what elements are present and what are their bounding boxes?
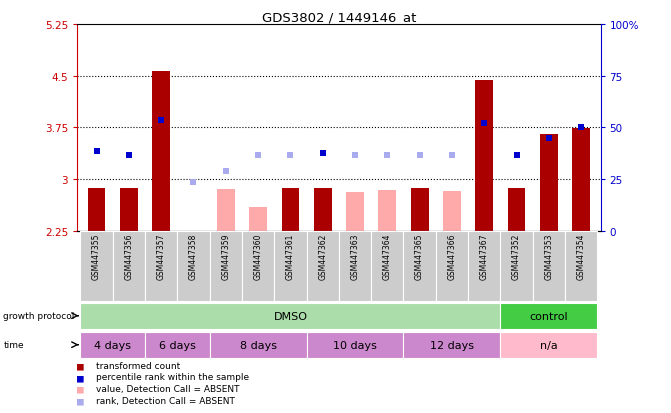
Bar bbox=[113, 231, 145, 301]
Bar bbox=[501, 303, 597, 329]
Text: GSM447352: GSM447352 bbox=[512, 233, 521, 280]
Bar bbox=[508, 189, 525, 231]
Bar bbox=[217, 190, 235, 231]
Bar bbox=[152, 71, 170, 231]
Text: GSM447367: GSM447367 bbox=[480, 233, 488, 280]
Text: transformed count: transformed count bbox=[96, 361, 180, 370]
Text: GSM447354: GSM447354 bbox=[576, 233, 586, 280]
Text: GSM447355: GSM447355 bbox=[92, 233, 101, 280]
Bar bbox=[411, 189, 429, 231]
Bar bbox=[403, 231, 435, 301]
Bar bbox=[249, 207, 267, 231]
Text: GSM447366: GSM447366 bbox=[448, 233, 456, 280]
Text: GSM447363: GSM447363 bbox=[350, 233, 360, 280]
Text: GSM447364: GSM447364 bbox=[383, 233, 392, 280]
Bar bbox=[81, 303, 501, 329]
Bar bbox=[533, 231, 565, 301]
Text: control: control bbox=[529, 311, 568, 321]
Text: rank, Detection Call = ABSENT: rank, Detection Call = ABSENT bbox=[96, 396, 235, 405]
Bar bbox=[501, 332, 597, 358]
Text: GSM447361: GSM447361 bbox=[286, 233, 295, 280]
Text: GSM447365: GSM447365 bbox=[415, 233, 424, 280]
Bar bbox=[120, 189, 138, 231]
Title: GDS3802 / 1449146_at: GDS3802 / 1449146_at bbox=[262, 11, 416, 24]
Bar bbox=[501, 231, 533, 301]
Text: GSM447359: GSM447359 bbox=[221, 233, 230, 280]
Bar bbox=[346, 192, 364, 231]
Bar bbox=[242, 231, 274, 301]
Bar bbox=[145, 231, 177, 301]
Text: GSM447360: GSM447360 bbox=[254, 233, 262, 280]
Bar bbox=[403, 332, 501, 358]
Text: 6 days: 6 days bbox=[159, 340, 196, 350]
Text: n/a: n/a bbox=[540, 340, 558, 350]
Bar bbox=[177, 231, 209, 301]
Bar bbox=[565, 231, 597, 301]
Bar bbox=[435, 231, 468, 301]
Bar bbox=[282, 189, 299, 231]
Text: ■: ■ bbox=[77, 372, 84, 382]
Bar bbox=[572, 129, 590, 231]
Text: ■: ■ bbox=[77, 384, 84, 394]
Bar bbox=[339, 231, 371, 301]
Bar bbox=[145, 332, 209, 358]
Bar bbox=[274, 231, 307, 301]
Text: growth protocol: growth protocol bbox=[3, 311, 74, 320]
Text: GSM447353: GSM447353 bbox=[544, 233, 554, 280]
Text: ■: ■ bbox=[77, 395, 84, 405]
Bar bbox=[443, 191, 461, 231]
Bar bbox=[209, 332, 307, 358]
Text: GSM447358: GSM447358 bbox=[189, 233, 198, 280]
Text: percentile rank within the sample: percentile rank within the sample bbox=[96, 373, 249, 382]
Text: GSM447362: GSM447362 bbox=[318, 233, 327, 280]
Bar bbox=[88, 189, 105, 231]
Bar bbox=[209, 231, 242, 301]
Bar bbox=[307, 332, 403, 358]
Bar bbox=[475, 81, 493, 231]
Bar bbox=[468, 231, 501, 301]
Bar bbox=[81, 231, 113, 301]
Text: DMSO: DMSO bbox=[273, 311, 307, 321]
Bar bbox=[540, 135, 558, 231]
Text: 4 days: 4 days bbox=[94, 340, 132, 350]
Text: 8 days: 8 days bbox=[240, 340, 276, 350]
Text: ■: ■ bbox=[77, 361, 84, 370]
Text: value, Detection Call = ABSENT: value, Detection Call = ABSENT bbox=[96, 384, 240, 393]
Bar bbox=[314, 189, 331, 231]
Text: time: time bbox=[3, 340, 24, 349]
Text: 12 days: 12 days bbox=[430, 340, 474, 350]
Bar bbox=[371, 231, 403, 301]
Bar bbox=[81, 332, 145, 358]
Bar bbox=[378, 191, 396, 231]
Text: 10 days: 10 days bbox=[333, 340, 377, 350]
Text: GSM447356: GSM447356 bbox=[124, 233, 134, 280]
Bar bbox=[307, 231, 339, 301]
Text: GSM447357: GSM447357 bbox=[156, 233, 166, 280]
